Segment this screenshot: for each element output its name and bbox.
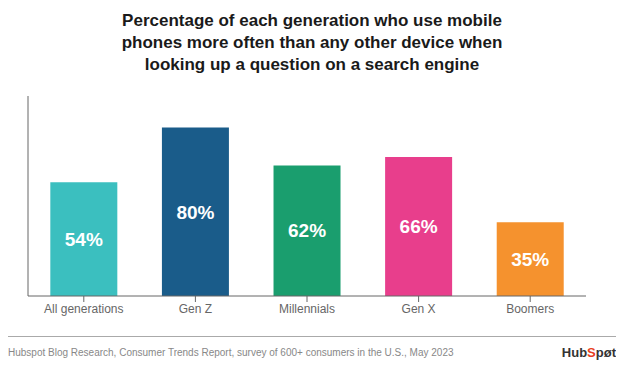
svg-text:66%: 66% bbox=[400, 216, 438, 237]
svg-text:62%: 62% bbox=[288, 220, 326, 241]
svg-text:Millennials: Millennials bbox=[279, 302, 335, 316]
svg-text:35%: 35% bbox=[511, 249, 549, 270]
svg-text:Gen Z: Gen Z bbox=[179, 302, 212, 316]
svg-text:80%: 80% bbox=[176, 202, 214, 223]
html-text:Hubspot Blog Research, Consume: Hubspot Blog Research, Consumer Trends R… bbox=[8, 347, 454, 358]
html-text:Hub S pøt: Hub S pøt bbox=[561, 345, 616, 360]
svg-text:All generations: All generations bbox=[44, 302, 123, 316]
svg-text:Boomers: Boomers bbox=[506, 302, 554, 316]
svg-text:54%: 54% bbox=[65, 229, 103, 250]
html-text:Percentage of each generation: Percentage of each generation who use mo… bbox=[121, 11, 503, 74]
svg-text:Gen X: Gen X bbox=[402, 302, 436, 316]
